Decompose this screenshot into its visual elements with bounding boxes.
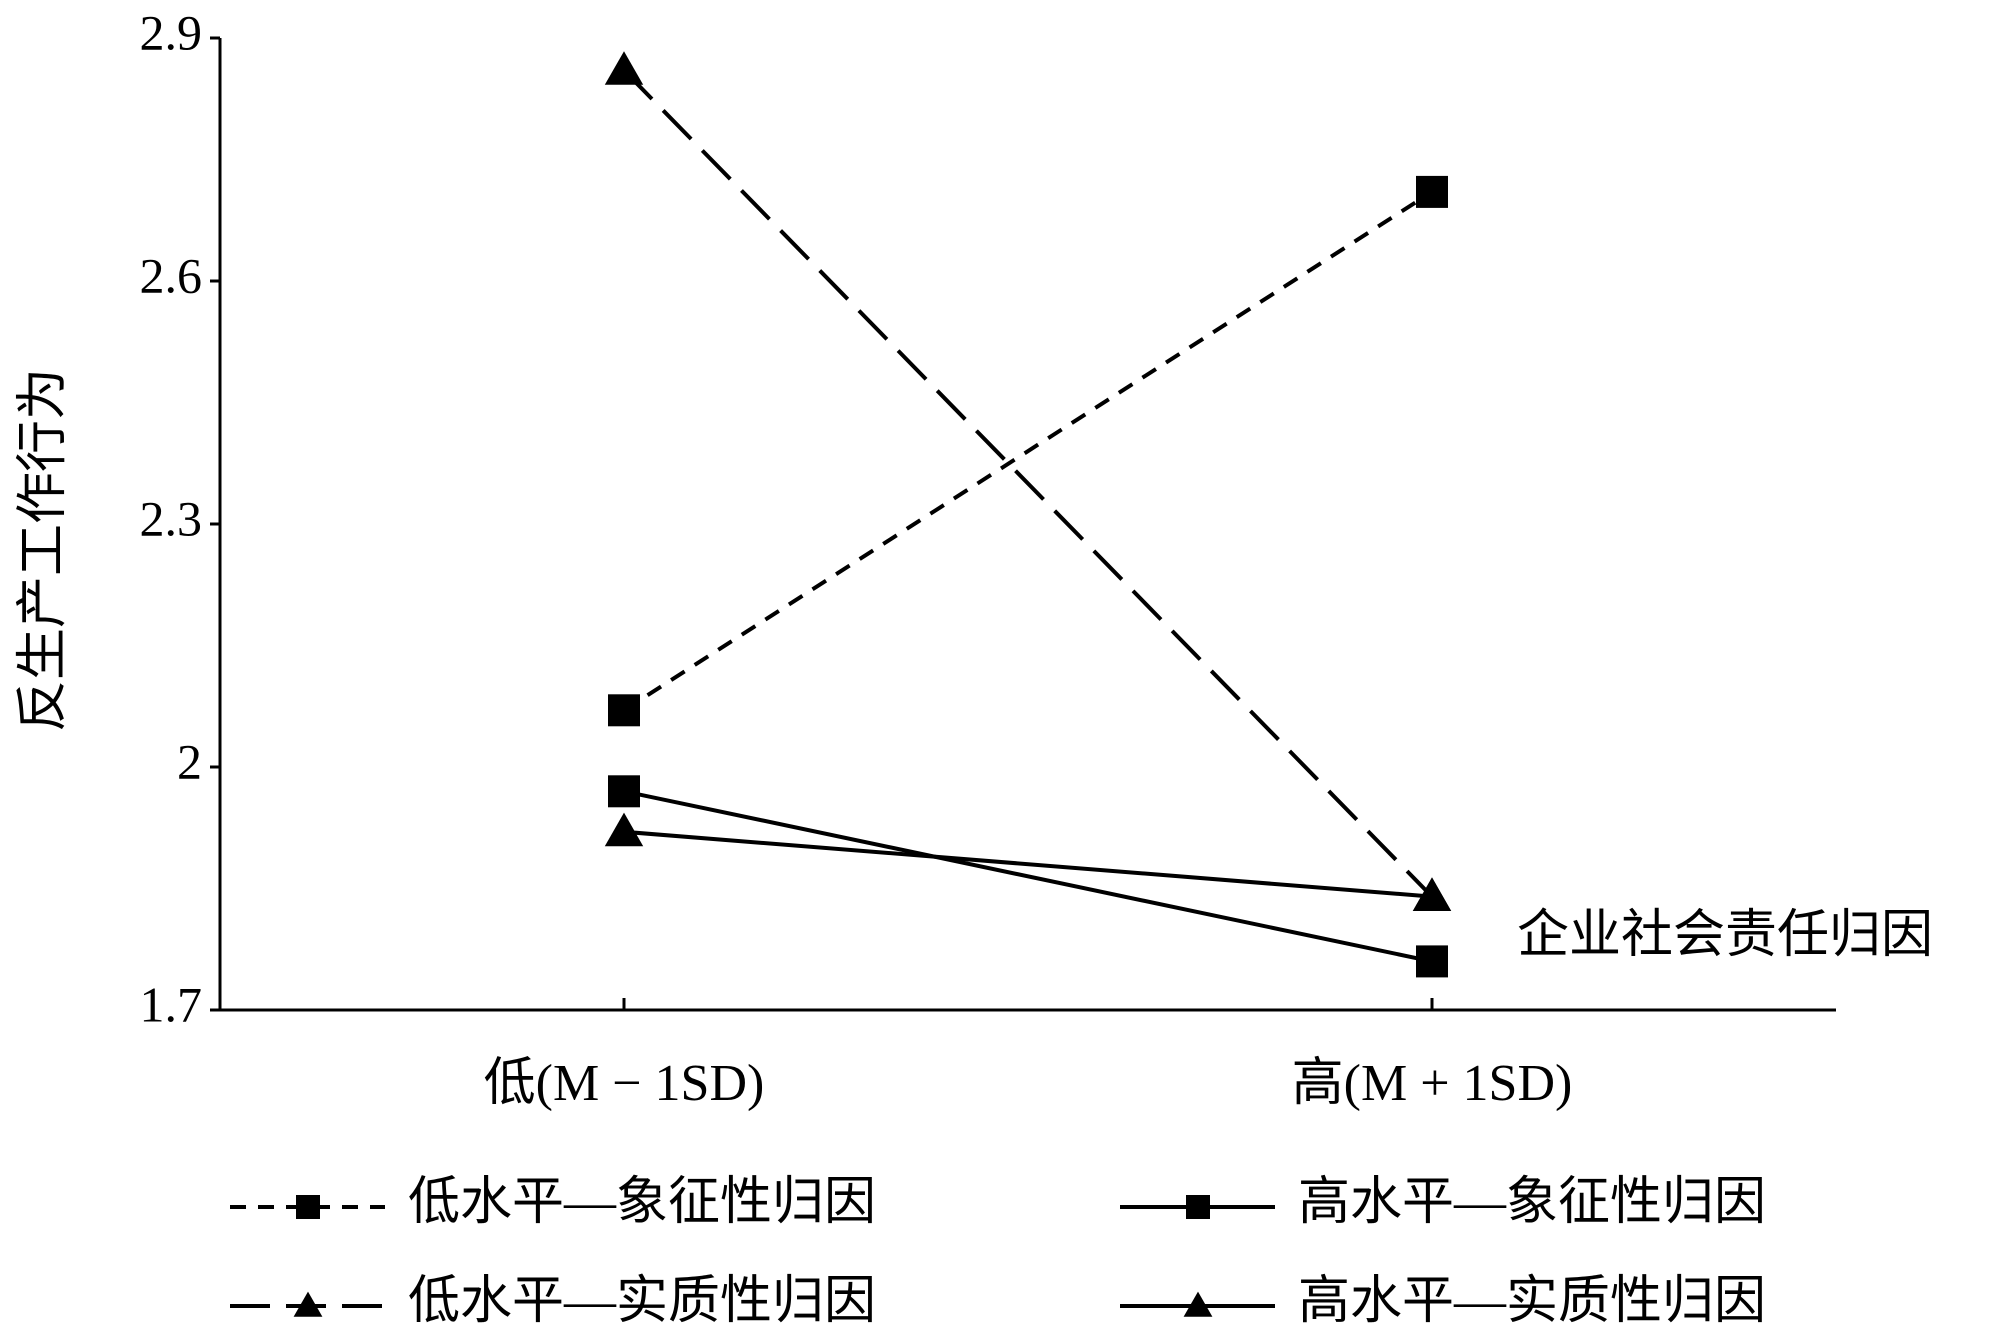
marker — [604, 812, 644, 847]
y-axis-label: 反生产工作行为 — [15, 368, 72, 732]
y-tick-label: 2.3 — [140, 490, 203, 546]
y-tick-label: 1.7 — [140, 976, 203, 1032]
marker — [608, 775, 640, 808]
marker — [1416, 945, 1448, 978]
series-line — [622, 190, 1434, 712]
series-line — [623, 789, 1433, 964]
legend-label: 低水平—实质性归因 — [408, 1273, 876, 1330]
legend-marker — [1183, 1291, 1213, 1317]
series-line — [622, 69, 1434, 898]
y-tick-label: 2 — [177, 733, 202, 789]
marker — [1412, 877, 1452, 911]
marker — [608, 694, 640, 727]
legend-label: 高水平—实质性归因 — [1298, 1273, 1766, 1330]
marker — [1416, 175, 1448, 208]
y-tick-label: 2.6 — [140, 247, 203, 303]
x-tick-label: 低(M − 1SD) — [484, 1055, 765, 1112]
marker — [604, 51, 644, 85]
legend-label: 低水平—象征性归因 — [408, 1174, 876, 1231]
legend-marker — [1186, 1195, 1210, 1219]
legend-label: 高水平—象征性归因 — [1298, 1174, 1766, 1231]
series-line — [623, 829, 1433, 899]
legend-marker — [293, 1291, 323, 1317]
legend-marker — [296, 1195, 320, 1219]
y-tick-label: 2.9 — [140, 4, 203, 60]
x-tick-label: 高(M + 1SD) — [1292, 1055, 1573, 1112]
annotation: 企业社会责任归因 — [1517, 907, 1933, 964]
